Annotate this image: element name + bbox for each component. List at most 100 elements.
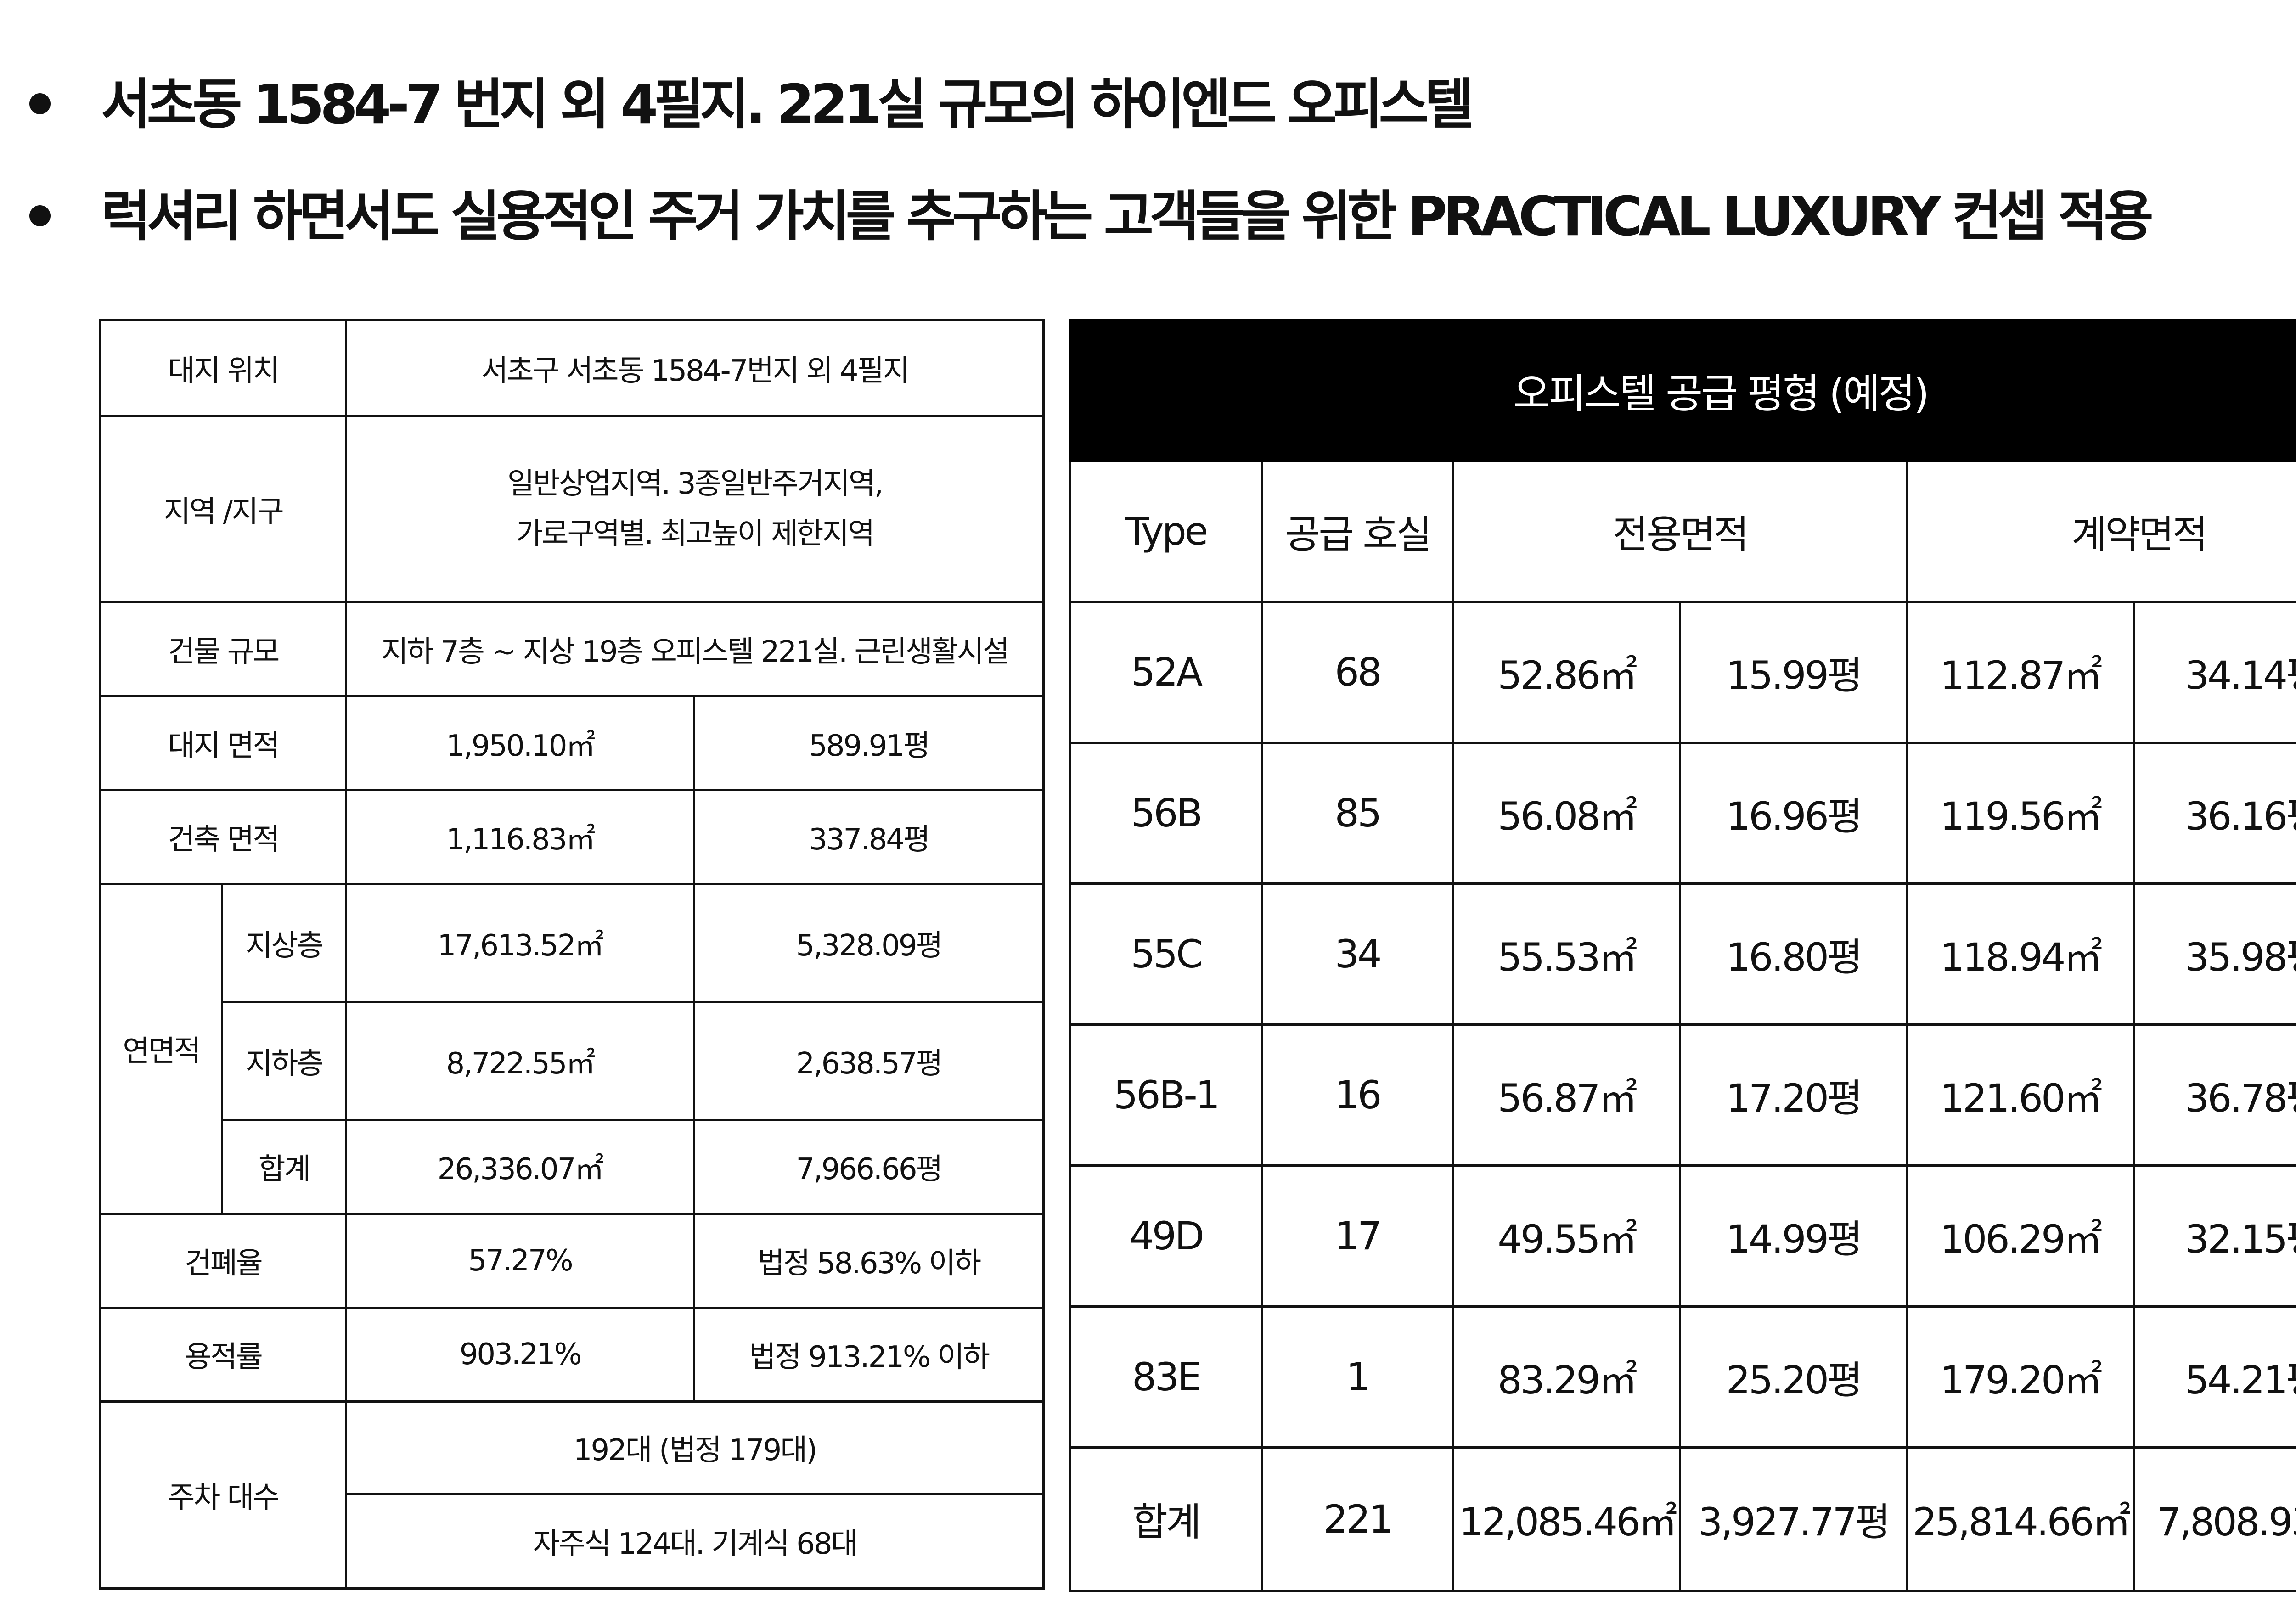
bullet-icon bbox=[29, 205, 51, 226]
cell-units: 1 bbox=[1261, 1305, 1454, 1449]
headline-2: 럭셔리 하면서도 실용적인 주거 가치를 추구하는 고객들을 위한 PRACTI… bbox=[29, 189, 2154, 243]
spec-row-building-scale: 건물 규모 지하 7층 ~ 지상 19층 오피스텔 221실. 근린생활시설 bbox=[99, 601, 1045, 697]
spec-value-sqm: 26,336.07㎡ bbox=[345, 1118, 695, 1215]
spec-row-gfa-total: 합계 26,336.07㎡ 7,966.66평 bbox=[101, 1118, 1045, 1215]
cell-contract-sqm: 25,814.66㎡ bbox=[1906, 1446, 2135, 1592]
cell-exclusive-sqm: 56.87㎡ bbox=[1452, 1023, 1681, 1167]
spec-sublabel: 합계 bbox=[221, 1118, 347, 1215]
cell-exclusive-sqm: 83.29㎡ bbox=[1452, 1305, 1681, 1449]
spec-row-site-location: 대지 위치 서초구 서초동 1584-7번지 외 4필지 bbox=[99, 319, 1045, 417]
cell-contract-pyeong: 34.14평 bbox=[2133, 601, 2296, 744]
spec-value-sqm: 17,613.52㎡ bbox=[345, 882, 695, 1003]
spec-value: 자주식 124대. 기계식 68대 bbox=[345, 1493, 1045, 1590]
cell-exclusive-pyeong: 14.99평 bbox=[1679, 1164, 1908, 1308]
cell-contract-sqm: 121.60㎡ bbox=[1906, 1023, 2135, 1167]
cell-exclusive-pyeong: 15.99평 bbox=[1679, 601, 1908, 744]
spec-legal-limit: 법정 58.63% 이하 bbox=[693, 1213, 1045, 1309]
spec-sublabel: 지하층 bbox=[221, 1000, 347, 1121]
spec-value: 지하 7층 ~ 지상 19층 오피스텔 221실. 근린생활시설 bbox=[345, 601, 1045, 697]
spec-value-pyeong: 589.91평 bbox=[693, 695, 1045, 792]
headline-1: 서초동 1584-7 번지 외 4필지. 221실 규모의 하이엔드 오피스텔 bbox=[29, 77, 1474, 131]
spec-value-pyeong: 2,638.57평 bbox=[693, 1000, 1045, 1121]
cell-contract-pyeong: 36.78평 bbox=[2133, 1023, 2296, 1167]
cell-type: 52A bbox=[1069, 601, 1263, 744]
supply-caption-row: 오피스텔 공급 평형 (예정) bbox=[1069, 319, 2296, 462]
spec-row-building-area: 건축 면적 1,116.83㎡ 337.84평 bbox=[99, 789, 1045, 885]
header-contract-area: 계약면적 bbox=[1906, 460, 2296, 603]
spec-value: 57.27% bbox=[345, 1213, 695, 1309]
spec-value-sqm: 8,722.55㎡ bbox=[345, 1000, 695, 1121]
spec-label: 건물 규모 bbox=[99, 601, 347, 697]
cell-exclusive-pyeong: 16.96평 bbox=[1679, 742, 1908, 885]
cell-exclusive-sqm: 12,085.46㎡ bbox=[1452, 1446, 1681, 1592]
cell-units: 85 bbox=[1261, 742, 1454, 885]
supply-header-row: Type 공급 호실 전용면적 계약면적 bbox=[1069, 460, 2296, 603]
bullet-icon bbox=[29, 93, 51, 114]
cell-units: 16 bbox=[1261, 1023, 1454, 1167]
spec-row-site-area: 대지 면적 1,950.10㎡ 589.91평 bbox=[99, 695, 1045, 792]
spec-row-floor-area-ratio: 용적률 903.21% 법정 913.21% 이하 bbox=[99, 1306, 1045, 1403]
table-row: 56B-1 16 56.87㎡ 17.20평 121.60㎡ 36.78평 bbox=[1069, 1023, 2296, 1167]
cell-exclusive-pyeong: 17.20평 bbox=[1679, 1023, 1908, 1167]
spec-value-line: 가로구역별. 최고높이 제한지역 bbox=[516, 517, 875, 551]
spec-value-pyeong: 337.84평 bbox=[693, 789, 1045, 885]
spec-value-pyeong: 5,328.09평 bbox=[693, 882, 1045, 1003]
spec-value-line: 일반상업지역. 3종일반주거지역, bbox=[507, 467, 884, 501]
cell-contract-sqm: 119.56㎡ bbox=[1906, 742, 2135, 885]
spec-legal-limit: 법정 913.21% 이하 bbox=[693, 1306, 1045, 1403]
cell-contract-pyeong: 7,808.93평 bbox=[2133, 1446, 2296, 1592]
spec-label: 지역 /지구 bbox=[99, 415, 347, 604]
spec-value: 192대 (법정 179대) bbox=[345, 1400, 1045, 1495]
cell-type: 합계 bbox=[1069, 1446, 1263, 1592]
cell-exclusive-pyeong: 25.20평 bbox=[1679, 1305, 1908, 1449]
supply-title: 오피스텔 공급 평형 (예정) bbox=[1069, 319, 2296, 462]
cell-contract-sqm: 112.87㎡ bbox=[1906, 601, 2135, 744]
cell-contract-pyeong: 36.16평 bbox=[2133, 742, 2296, 885]
cell-contract-sqm: 179.20㎡ bbox=[1906, 1305, 2135, 1449]
table-row: 55C 34 55.53㎡ 16.80평 118.94㎡ 35.98평 bbox=[1069, 882, 2296, 1026]
header-exclusive-area: 전용면적 bbox=[1452, 460, 1908, 603]
spec-value: 서초구 서초동 1584-7번지 외 4필지 bbox=[345, 319, 1045, 417]
spec-label: 대지 위치 bbox=[99, 319, 347, 417]
cell-exclusive-sqm: 56.08㎡ bbox=[1452, 742, 1681, 885]
cell-exclusive-pyeong: 16.80평 bbox=[1679, 882, 1908, 1026]
cell-exclusive-sqm: 55.53㎡ bbox=[1452, 882, 1681, 1026]
cell-exclusive-pyeong: 3,927.77평 bbox=[1679, 1446, 1908, 1592]
spec-label: 대지 면적 bbox=[99, 695, 347, 792]
spec-row-coverage-ratio: 건폐율 57.27% 법정 58.63% 이하 bbox=[99, 1213, 1045, 1309]
spec-value: 903.21% bbox=[345, 1306, 695, 1403]
spec-row-gfa-above: 연면적 지상층 17,613.52㎡ 5,328.09평 bbox=[99, 882, 1045, 1215]
cell-exclusive-sqm: 52.86㎡ bbox=[1452, 601, 1681, 744]
cell-contract-sqm: 106.29㎡ bbox=[1906, 1164, 2135, 1308]
spec-value-sqm: 1,950.10㎡ bbox=[345, 695, 695, 792]
spec-value-sqm: 1,116.83㎡ bbox=[345, 789, 695, 885]
header-units: 공급 호실 bbox=[1261, 460, 1454, 603]
spec-row-gfa-below: 지하층 8,722.55㎡ 2,638.57평 bbox=[101, 1000, 1045, 1121]
table-row: 49D 17 49.55㎡ 14.99평 106.29㎡ 32.15평 bbox=[1069, 1164, 2296, 1308]
spec-value: 일반상업지역. 3종일반주거지역, 가로구역별. 최고높이 제한지역 bbox=[345, 415, 1045, 604]
cell-exclusive-sqm: 49.55㎡ bbox=[1452, 1164, 1681, 1308]
spec-label: 주차 대수 bbox=[99, 1400, 347, 1590]
spec-label: 용적률 bbox=[99, 1306, 347, 1403]
cell-type: 56B-1 bbox=[1069, 1023, 1263, 1167]
spec-label: 연면적 bbox=[99, 882, 223, 1215]
cell-contract-pyeong: 54.21평 bbox=[2133, 1305, 2296, 1449]
spec-label: 건폐율 bbox=[99, 1213, 347, 1309]
cell-units: 17 bbox=[1261, 1164, 1454, 1308]
cell-contract-sqm: 118.94㎡ bbox=[1906, 882, 2135, 1026]
cell-type: 55C bbox=[1069, 882, 1263, 1026]
header-type: Type bbox=[1069, 460, 1263, 603]
cell-type: 83E bbox=[1069, 1305, 1263, 1449]
spec-value-pyeong: 7,966.66평 bbox=[693, 1118, 1045, 1215]
headline-1-text: 서초동 1584-7 번지 외 4필지. 221실 규모의 하이엔드 오피스텔 bbox=[101, 73, 1474, 136]
spec-sublabel: 지상층 bbox=[221, 882, 347, 1003]
spec-row-parking: 주차 대수 192대 (법정 179대) bbox=[99, 1400, 1045, 1590]
spec-label: 건축 면적 bbox=[99, 789, 347, 885]
total-row: 합계 221 12,085.46㎡ 3,927.77평 25,814.66㎡ 7… bbox=[1069, 1446, 2296, 1592]
building-spec-table: 대지 위치 서초구 서초동 1584-7번지 외 4필지 지역 /지구 일반상업… bbox=[99, 319, 1045, 1590]
spec-row-parking-detail: 자주식 124대. 기계식 68대 bbox=[101, 1493, 1045, 1590]
spec-row-zoning: 지역 /지구 일반상업지역. 3종일반주거지역, 가로구역별. 최고높이 제한지… bbox=[99, 415, 1045, 604]
cell-contract-pyeong: 32.15평 bbox=[2133, 1164, 2296, 1308]
cell-contract-pyeong: 35.98평 bbox=[2133, 882, 2296, 1026]
table-row: 56B 85 56.08㎡ 16.96평 119.56㎡ 36.16평 bbox=[1069, 742, 2296, 885]
